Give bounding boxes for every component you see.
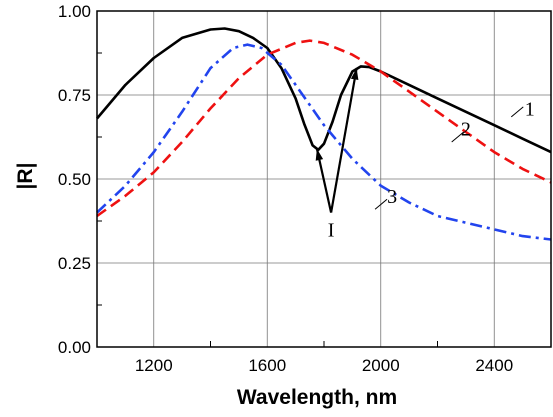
- series-group: [96, 27, 552, 241]
- curve-label-leader: [510, 106, 524, 118]
- y-tick-label: 1.00: [58, 2, 91, 21]
- series-line-2: [96, 39, 552, 218]
- annotation-arrowhead: [315, 148, 324, 161]
- annotation-arrow: [330, 67, 358, 213]
- x-tick-label: 1200: [135, 356, 173, 375]
- y-tick-label: 0.75: [58, 86, 91, 105]
- x-tick-label: 1600: [248, 356, 286, 375]
- curve-label-leader: [451, 131, 465, 143]
- curve-label: 2: [461, 119, 471, 141]
- x-tick-label: 2000: [362, 356, 400, 375]
- y-axis-title: |R|: [14, 163, 37, 190]
- annotation-label: I: [328, 220, 335, 242]
- curve-labels: 1 2 3: [374, 98, 535, 210]
- y-tick-label: 0.50: [58, 170, 91, 189]
- series-line-1: [96, 27, 552, 154]
- y-tick-label: 0.25: [58, 254, 91, 273]
- curve-label: 1: [525, 98, 535, 120]
- series-line-3: [96, 43, 552, 241]
- curve-label: 3: [387, 186, 397, 208]
- y-tick-labels: 0.00 0.25 0.50 0.75 1.00: [58, 2, 91, 357]
- minor-ticks: [97, 52, 438, 347]
- annotation: I: [315, 67, 359, 242]
- x-axis-title: Wavelength, nm: [237, 386, 397, 409]
- y-tick-label: 0.00: [58, 338, 91, 357]
- curve-label-leader: [374, 198, 388, 210]
- annotation-arrowhead: [350, 68, 359, 80]
- plot-frame: [96, 10, 552, 348]
- x-tick-label: 2400: [475, 356, 513, 375]
- x-tick-labels: 1200 1600 2000 2400: [135, 356, 513, 375]
